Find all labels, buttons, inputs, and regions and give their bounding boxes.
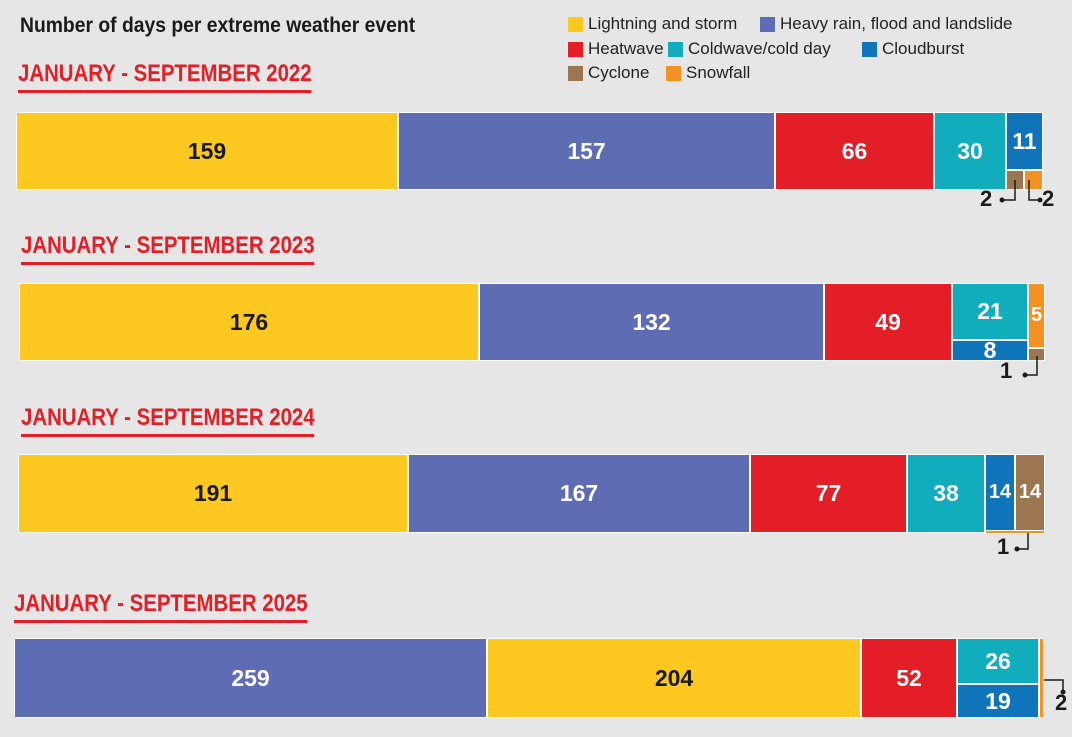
callout-label: 2 [1055, 690, 1068, 715]
bar-segment: 21 [952, 283, 1028, 340]
bar-segment [1039, 638, 1044, 718]
period-label: JANUARY - SEPTEMBER 2024 [21, 404, 315, 437]
legend-swatch [568, 41, 583, 57]
legend-item: Lightning and storm [568, 14, 737, 34]
bar-segment: 19 [957, 684, 1039, 718]
bar-segment: 167 [408, 454, 750, 533]
legend-item: Snowfall [666, 63, 750, 83]
legend-item: Coldwave/cold day [668, 39, 831, 59]
bar-segment: 204 [487, 638, 861, 718]
legend-item: Cyclone [568, 63, 649, 83]
callout-line [1017, 533, 1029, 550]
callout-dot [999, 197, 1005, 203]
legend-swatch [760, 16, 775, 32]
bar-segment: 49 [824, 283, 952, 361]
legend-swatch [568, 65, 583, 81]
callout-line [1025, 356, 1038, 376]
bar-segment: 157 [398, 112, 775, 190]
callout-line [1002, 180, 1016, 201]
legend-label: Cyclone [588, 63, 650, 82]
callout-dot [1022, 372, 1028, 378]
legend-label: Heatwave [588, 39, 664, 58]
legend-item: Heatwave [568, 39, 664, 59]
legend-label: Coldwave/cold day [688, 39, 831, 58]
legend-swatch [668, 41, 683, 57]
bar-segment: 132 [479, 283, 824, 361]
bar-segment: 14 [1015, 454, 1045, 531]
legend-label: Lightning and storm [588, 14, 738, 33]
callout-line [1028, 180, 1040, 201]
period-label: JANUARY - SEPTEMBER 2023 [21, 232, 315, 265]
bar-segment: 11 [1006, 112, 1043, 170]
legend-swatch [666, 65, 681, 81]
legend-swatch [862, 41, 877, 57]
period-label: JANUARY - SEPTEMBER 2022 [18, 60, 312, 93]
callout-dot [1037, 197, 1043, 203]
bar-segment: 159 [16, 112, 398, 190]
legend-label: Snowfall [686, 63, 751, 82]
callout-line [1044, 679, 1064, 692]
bar-segment: 191 [18, 454, 408, 533]
bar-segment: 38 [907, 454, 985, 533]
bar-segment: 259 [14, 638, 487, 718]
callout-dot [1014, 546, 1020, 552]
callout-label: 2 [1042, 186, 1055, 211]
legend-label: Cloudburst [882, 39, 965, 58]
callout-label: 1 [1000, 358, 1013, 383]
chart-title: Number of days per extreme weather event [20, 14, 416, 37]
bar-segment: 8 [952, 337, 1028, 363]
bar-segment: 52 [861, 638, 957, 718]
callout-dot [1060, 689, 1066, 695]
callout-label: 2 [980, 186, 993, 211]
bar-segment: 26 [957, 638, 1039, 684]
bar-segment: 30 [934, 112, 1006, 190]
bar-segment [985, 530, 1045, 534]
bar-segment: 14 [985, 454, 1015, 531]
legend-item: Heavy rain, flood and landslide [760, 14, 1012, 34]
bar-segment: 77 [750, 454, 907, 533]
bar-segment: 5 [1028, 283, 1045, 348]
bar-segment: 66 [775, 112, 934, 190]
legend-swatch [568, 16, 583, 32]
legend-item: Cloudburst [862, 39, 964, 59]
legend-label: Heavy rain, flood and landslide [780, 14, 1013, 33]
bar-segment: 176 [19, 283, 479, 361]
callout-label: 1 [997, 534, 1010, 559]
period-label: JANUARY - SEPTEMBER 2025 [14, 590, 308, 623]
